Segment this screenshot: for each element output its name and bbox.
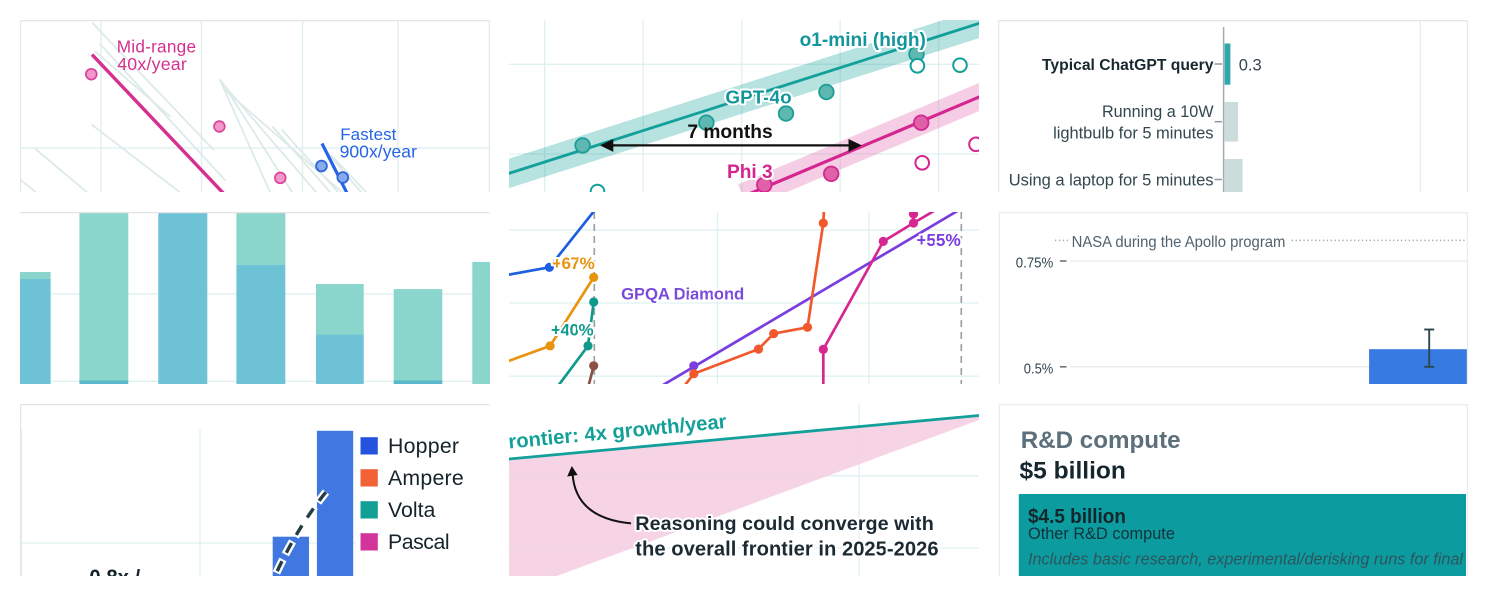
svg-text:+67%: +67% (552, 254, 595, 273)
svg-text:Includes basic research, exper: Includes basic research, experimental/de… (1028, 550, 1468, 568)
svg-text:0.5%: 0.5% (1024, 360, 1054, 377)
svg-text:+40%: +40% (551, 321, 594, 340)
svg-text:Ampere: Ampere (388, 466, 464, 490)
svg-text:NASA during the Apollo program: NASA during the Apollo program (1072, 234, 1286, 251)
svg-text:+55%: +55% (917, 230, 961, 250)
svg-text:lightbulb for 5 minutes: lightbulb for 5 minutes (1053, 124, 1213, 142)
svg-text:the overall frontier in 2025-2: the overall frontier in 2025-2026 (635, 538, 938, 560)
svg-text:$5 billion: $5 billion (1020, 458, 1126, 485)
svg-text:Mid-range: Mid-range (117, 37, 196, 57)
svg-text:0.75%: 0.75% (1016, 255, 1054, 272)
svg-text:Reasoning could converge with: Reasoning could converge with (635, 513, 934, 535)
svg-text:$4.5 billion: $4.5 billion (1028, 506, 1126, 528)
svg-text:40x/year: 40x/year (117, 54, 187, 74)
svg-text:Typical ChatGPT query: Typical ChatGPT query (1042, 57, 1214, 74)
svg-text:Running a 10W: Running a 10W (1102, 103, 1214, 121)
svg-text:R&D compute: R&D compute (1021, 427, 1181, 454)
svg-text:Pascal: Pascal (388, 530, 450, 554)
svg-text:Fastest: Fastest (340, 125, 396, 144)
svg-text:0.3: 0.3 (1239, 57, 1262, 75)
svg-text:Using a laptop for 5 minutes: Using a laptop for 5 minutes (1009, 172, 1214, 190)
svg-text:900x/year: 900x/year (340, 142, 417, 162)
svg-text:o1-mini (high): o1-mini (high) (800, 30, 926, 51)
svg-text:0.8x /: 0.8x / (89, 565, 140, 576)
svg-text:GPQA Diamond: GPQA Diamond (621, 285, 744, 304)
svg-text:GPT-4o: GPT-4o (725, 88, 791, 109)
svg-text:Other R&D compute: Other R&D compute (1028, 525, 1175, 543)
svg-text:7 months: 7 months (687, 122, 772, 143)
svg-text:Volta: Volta (388, 498, 436, 522)
svg-text:Phi 3: Phi 3 (727, 162, 773, 183)
svg-text:Hopper: Hopper (388, 434, 459, 458)
